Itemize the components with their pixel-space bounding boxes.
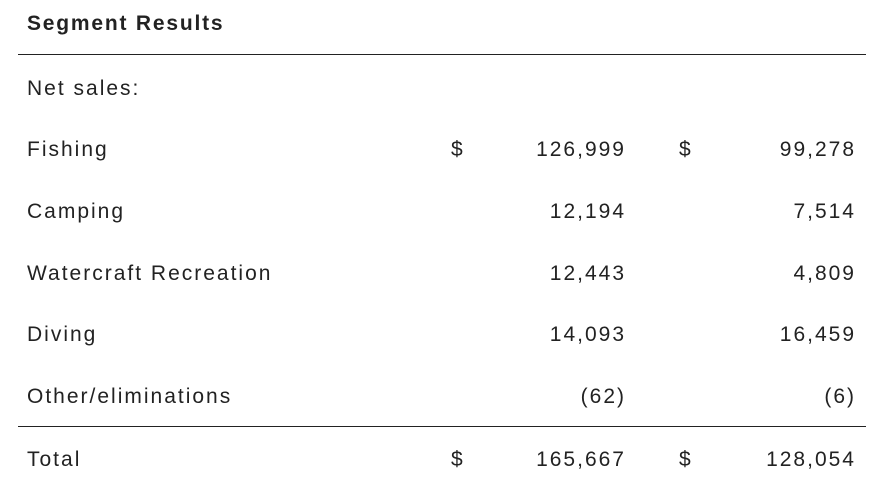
value-col1: 14,093 — [549, 323, 626, 346]
value-col2: 4,809 — [793, 262, 856, 285]
total-value-col2: 128,054 — [766, 448, 856, 471]
value-col1: 126,999 — [536, 138, 626, 161]
table-title: Segment Results — [27, 12, 225, 35]
currency-symbol-col2: $ — [679, 138, 693, 161]
value-col2: 7,514 — [793, 200, 856, 223]
value-col2: (6) — [824, 385, 856, 408]
section-label: Net sales: — [27, 77, 141, 100]
value-col2: 99,278 — [779, 138, 856, 161]
total-value-col1: 165,667 — [536, 448, 626, 471]
section-label-row: Net sales: — [0, 74, 881, 104]
row-label: Fishing — [27, 138, 109, 161]
value-col1: 12,194 — [549, 200, 626, 223]
header-divider — [18, 54, 866, 55]
row-label: Camping — [27, 200, 126, 223]
value-col2: 16,459 — [779, 323, 856, 346]
table-row-total: Total $ 165,667 $ 128,054 — [0, 445, 881, 475]
row-label: Diving — [27, 323, 98, 346]
currency-symbol-col1: $ — [451, 138, 465, 161]
table-row-diving: Diving 14,093 16,459 — [0, 320, 881, 350]
value-col1: 12,443 — [549, 262, 626, 285]
table-row-other-eliminations: Other/eliminations (62) (6) — [0, 382, 881, 412]
total-label: Total — [27, 448, 82, 471]
currency-symbol-col1: $ — [451, 448, 465, 471]
currency-symbol-col2: $ — [679, 448, 693, 471]
row-label: Watercraft Recreation — [27, 262, 273, 285]
table-row-fishing: Fishing $ 126,999 $ 99,278 — [0, 135, 881, 165]
table-row-watercraft-recreation: Watercraft Recreation 12,443 4,809 — [0, 259, 881, 289]
table-row-camping: Camping 12,194 7,514 — [0, 197, 881, 227]
total-divider — [18, 426, 866, 427]
row-label: Other/eliminations — [27, 385, 233, 408]
value-col1: (62) — [580, 385, 626, 408]
